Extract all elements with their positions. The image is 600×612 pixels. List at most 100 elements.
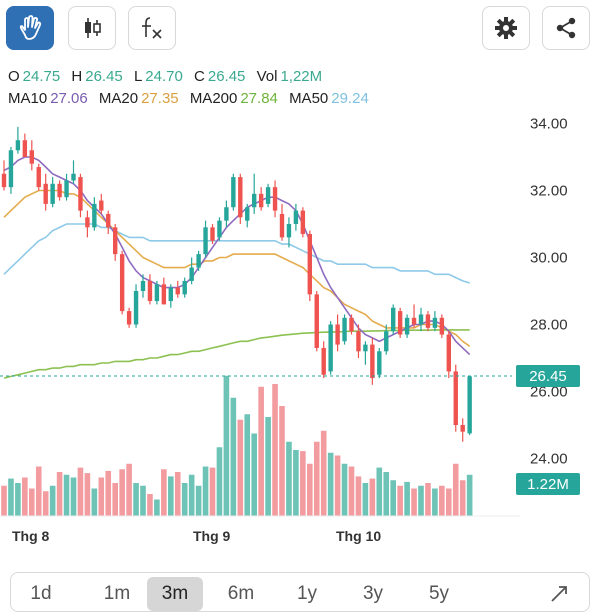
indicators-button[interactable]: [128, 6, 176, 50]
candle-body: [168, 287, 173, 302]
candle-body: [64, 180, 69, 198]
range-3m-button[interactable]: 3m: [147, 577, 203, 611]
low-label: L: [133, 68, 143, 85]
ma20-value: 27.35: [141, 90, 179, 107]
candle-body: [224, 207, 229, 221]
candlestick-type-button[interactable]: [68, 6, 116, 50]
candle-body: [384, 331, 389, 352]
price-tick-label: 24.00: [530, 451, 568, 468]
ma50-label: MA50: [289, 90, 329, 107]
candle-body: [349, 317, 354, 332]
volume-bar: [112, 483, 118, 516]
volume-bars: [1, 375, 473, 516]
fx-icon: [138, 14, 166, 42]
candle-body: [210, 227, 215, 241]
candle-body: [85, 217, 90, 228]
range-6m-button[interactable]: 6m: [227, 583, 255, 604]
candles: [1, 126, 472, 442]
volume-bar: [216, 447, 223, 516]
volume-bar: [147, 494, 153, 516]
price-chart[interactable]: 34.00 32.00 30.00 28.00 26.00 24.00 26.45 1.2…: [0, 110, 600, 525]
volume-bar: [286, 441, 292, 516]
volume-bar: [77, 467, 84, 516]
candle-body: [446, 334, 451, 372]
range-1y-button[interactable]: 1y: [296, 583, 318, 604]
volume-bar: [265, 417, 271, 516]
last-price-badge: [516, 365, 580, 387]
candle-body: [335, 324, 340, 345]
candle-body: [189, 267, 194, 281]
candle-body: [57, 183, 62, 198]
last-volume-marker: 1.22M: [516, 473, 580, 495]
candle-body: [467, 376, 472, 434]
ma-readout: MA10 27.06 MA20 27.35 MA200 27.84 MA50 29.24: [8, 88, 376, 110]
candle-body: [272, 187, 278, 211]
expand-button[interactable]: [531, 577, 587, 611]
volume-bar: [293, 450, 299, 516]
volume-bar: [174, 472, 181, 516]
candle-body: [119, 254, 125, 312]
share-icon: [553, 15, 579, 41]
volume-bar: [181, 483, 188, 516]
volume-bar: [404, 481, 410, 516]
price-tick-label: 32.00: [530, 183, 568, 200]
volume-bar: [70, 477, 77, 516]
high-label: H: [71, 68, 83, 85]
range-5y-button[interactable]: 5y: [428, 583, 450, 604]
volume-label: Vol: [256, 68, 278, 85]
volume-bar: [29, 488, 35, 516]
candle-body: [252, 193, 257, 208]
volume-bar: [459, 480, 466, 516]
candle-body: [8, 150, 14, 188]
candle-body: [22, 140, 28, 157]
volume-bar: [376, 467, 383, 516]
candle-body: [418, 314, 424, 325]
volume-bar: [140, 485, 146, 516]
volume-bar: [439, 485, 445, 516]
ma200-label: MA200: [189, 90, 238, 107]
candle-body: [370, 344, 375, 379]
volume-bar: [251, 433, 257, 516]
candle-body: [425, 314, 431, 328]
ma-lines: [3, 156, 471, 379]
last-price-label: 26.45: [529, 368, 567, 385]
hand-tool-button[interactable]: [6, 6, 54, 50]
candle-body: [321, 347, 326, 375]
range-3y-button[interactable]: 3y: [362, 583, 384, 604]
candle-body: [307, 234, 312, 295]
candle-body: [397, 311, 403, 335]
candlestick-icon: [79, 15, 105, 41]
candle-body: [182, 280, 187, 295]
gear-icon: [493, 15, 519, 41]
candle-body: [314, 294, 319, 348]
candle-body: [99, 200, 104, 211]
last-volume-badge: [516, 473, 580, 495]
volume-bar: [348, 466, 355, 516]
volume-value: 1,22M: [280, 68, 323, 85]
range-1m-button[interactable]: 1m: [103, 583, 131, 604]
volume-bar: [119, 469, 125, 516]
candle-body: [140, 280, 146, 291]
candle-body: [113, 227, 118, 255]
range-1d-button[interactable]: 1d: [30, 583, 52, 604]
share-button[interactable]: [542, 6, 590, 50]
volume-bar: [154, 499, 160, 516]
candle-body: [439, 317, 445, 335]
low-value: 24.70: [145, 68, 183, 85]
candle-body: [293, 210, 299, 224]
chart-toolbar: [0, 0, 600, 62]
candle-body: [196, 254, 201, 268]
ohlc-readout: O 24.75 H 26.45 L 24.70 C 26.45 Vol 1,22M: [8, 66, 329, 88]
candle-body: [43, 183, 48, 204]
volume-bar: [355, 476, 362, 516]
candle-body: [404, 317, 410, 335]
volume-bar: [452, 463, 459, 516]
price-tick-label: 26.00: [530, 384, 568, 401]
settings-button[interactable]: [482, 6, 530, 50]
volume-bar: [307, 463, 313, 516]
volume-bar: [161, 469, 167, 516]
volume-bar: [341, 463, 348, 516]
volume-bar: [279, 406, 285, 516]
volume-bar: [230, 397, 237, 516]
volume-bar: [432, 488, 438, 516]
